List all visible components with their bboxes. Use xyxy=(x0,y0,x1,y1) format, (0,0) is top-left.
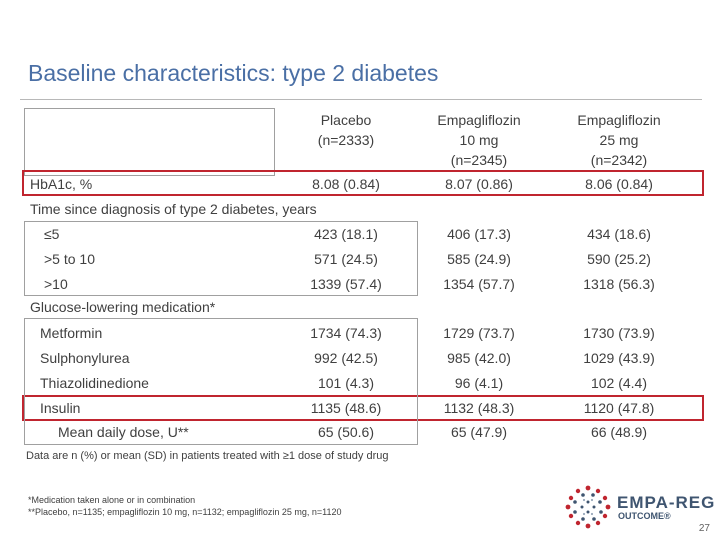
cell-dose-empa25: 66 (48.9) xyxy=(590,424,648,440)
footnote-data: Data are n (%) or mean (SD) in patients … xyxy=(26,450,389,462)
page-number: 27 xyxy=(698,523,710,534)
cell-insulin-placebo: 1135 (48.6) xyxy=(310,400,382,416)
cell-metformin-empa10: 1729 (73.7) xyxy=(443,325,515,341)
title-rule xyxy=(20,99,702,100)
col-header-empa25: Empagliflozin 25 mg (n=2342) xyxy=(577,112,661,168)
cell-gt10-empa25: 1318 (56.3) xyxy=(583,276,655,292)
cell-gt10-placebo: 1339 (57.4) xyxy=(310,276,382,292)
row-label-sulphonylurea: Sulphonylurea xyxy=(40,350,130,366)
cell-hba1c-empa25: 8.06 (0.84) xyxy=(585,176,653,192)
cell-sulph-empa25: 1029 (43.9) xyxy=(583,350,655,366)
glucose-left-box xyxy=(24,318,418,445)
row-label-mean-daily-dose: Mean daily dose, U** xyxy=(58,424,189,440)
time-left-box xyxy=(24,221,418,296)
footnote-medication: *Medication taken alone or in combinatio… xyxy=(28,495,196,505)
slide-title: Baseline characteristics: type 2 diabete… xyxy=(28,60,439,86)
cell-le5-empa10: 406 (17.3) xyxy=(447,226,511,242)
row-label-gt5: >5 to 10 xyxy=(44,251,95,267)
cell-gt10-empa10: 1354 (57.7) xyxy=(443,276,515,292)
row-label-insulin: Insulin xyxy=(40,400,81,416)
row-label-metformin: Metformin xyxy=(40,325,103,341)
empa-reg-logo-icon xyxy=(565,485,611,529)
row-label-gt10: >10 xyxy=(44,276,68,292)
cell-gt5-placebo: 571 (24.5) xyxy=(314,251,378,267)
row-label-le5: ≤5 xyxy=(44,226,60,242)
cell-metformin-empa25: 1730 (73.9) xyxy=(583,325,655,341)
highlight-hba1c xyxy=(22,170,704,196)
cell-hba1c-empa10: 8.07 (0.86) xyxy=(445,176,513,192)
cell-sulph-empa10: 985 (42.0) xyxy=(447,350,511,366)
logo-subtext: OUTCOME® xyxy=(618,511,671,521)
cell-gt5-empa25: 590 (25.2) xyxy=(587,251,651,267)
col-header-placebo: Placebo (n=2333) xyxy=(317,112,375,148)
cell-le5-placebo: 423 (18.1) xyxy=(314,226,378,242)
footnote-dose: **Placebo, n=1135; empagliflozin 10 mg, … xyxy=(28,507,342,517)
col-header-empa10: Empagliflozin 10 mg (n=2345) xyxy=(437,112,521,168)
cell-thiaz-empa10: 96 (4.1) xyxy=(454,375,504,391)
cell-thiaz-empa25: 102 (4.4) xyxy=(590,375,648,391)
cell-insulin-empa10: 1132 (48.3) xyxy=(443,400,515,416)
cell-metformin-placebo: 1734 (74.3) xyxy=(310,325,382,341)
section-header-glucose: Glucose-lowering medication* xyxy=(30,299,216,315)
cell-hba1c-placebo: 8.08 (0.84) xyxy=(312,176,380,192)
cell-thiaz-placebo: 101 (4.3) xyxy=(317,375,375,391)
highlight-insulin xyxy=(22,395,704,421)
logo-text: EMPA-REG xyxy=(617,493,716,512)
row-label-hba1c: HbA1c, % xyxy=(30,176,93,192)
section-header-time: Time since diagnosis of type 2 diabetes,… xyxy=(30,201,317,217)
cell-dose-placebo: 65 (50.6) xyxy=(317,424,375,440)
cell-insulin-empa25: 1120 (47.8) xyxy=(583,400,655,416)
cell-gt5-empa10: 585 (24.9) xyxy=(447,251,511,267)
cell-le5-empa25: 434 (18.6) xyxy=(587,226,651,242)
cell-sulph-placebo: 992 (42.5) xyxy=(314,350,378,366)
row-label-thiazolidinedione: Thiazolidinedione xyxy=(40,375,149,391)
header-empty-cell xyxy=(24,108,275,176)
cell-dose-empa10: 65 (47.9) xyxy=(450,424,508,440)
